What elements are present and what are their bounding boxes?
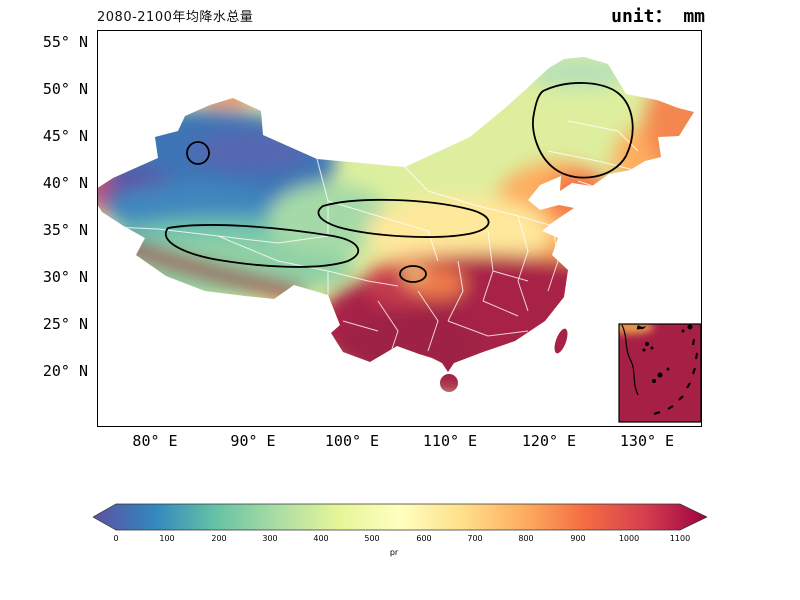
cbar-tick-900: 900 xyxy=(570,534,586,543)
colorbar: 0 100 200 300 400 500 600 700 800 900 10… xyxy=(93,503,707,565)
y-tick-35n: 35° N xyxy=(42,221,88,239)
x-tick-110e: 110° E xyxy=(422,432,478,450)
x-tick-90e: 90° E xyxy=(230,432,276,450)
cbar-tick-600: 600 xyxy=(416,534,432,543)
unit-label: unit： mm xyxy=(611,6,705,27)
cbar-variable-label: pr xyxy=(389,548,399,557)
colorbar-gradient-bar xyxy=(93,503,707,531)
y-tick-55n: 55° N xyxy=(42,33,88,51)
y-tick-45n: 45° N xyxy=(42,127,88,145)
cbar-tick-200: 200 xyxy=(211,534,227,543)
cbar-tick-0: 0 xyxy=(113,534,119,543)
china-precipitation-map xyxy=(98,57,701,423)
x-tick-100e: 100° E xyxy=(324,432,380,450)
south-china-sea-inset xyxy=(618,323,701,423)
y-tick-20n: 20° N xyxy=(42,362,88,380)
cbar-tick-700: 700 xyxy=(467,534,483,543)
x-tick-120e: 120° E xyxy=(521,432,577,450)
cbar-tick-400: 400 xyxy=(313,534,329,543)
cbar-tick-500: 500 xyxy=(364,534,380,543)
x-tick-130e: 130° E xyxy=(619,432,675,450)
y-tick-25n: 25° N xyxy=(42,315,88,333)
inset-islands xyxy=(636,324,693,383)
precipitation-field xyxy=(98,57,694,392)
cbar-tick-1000: 1000 xyxy=(618,534,640,543)
cbar-tick-800: 800 xyxy=(518,534,534,543)
chart-title: 2080-2100年均降水总量 xyxy=(97,10,254,25)
y-tick-40n: 40° N xyxy=(42,174,88,192)
map-plot-area xyxy=(97,30,702,427)
cbar-tick-100: 100 xyxy=(159,534,175,543)
cbar-tick-1100: 1100 xyxy=(669,534,691,543)
contour-lines xyxy=(165,82,634,283)
cbar-tick-300: 300 xyxy=(262,534,278,543)
y-tick-50n: 50° N xyxy=(42,80,88,98)
y-tick-30n: 30° N xyxy=(42,268,88,286)
x-tick-80e: 80° E xyxy=(132,432,178,450)
inset-boundary-dashes xyxy=(621,324,698,415)
